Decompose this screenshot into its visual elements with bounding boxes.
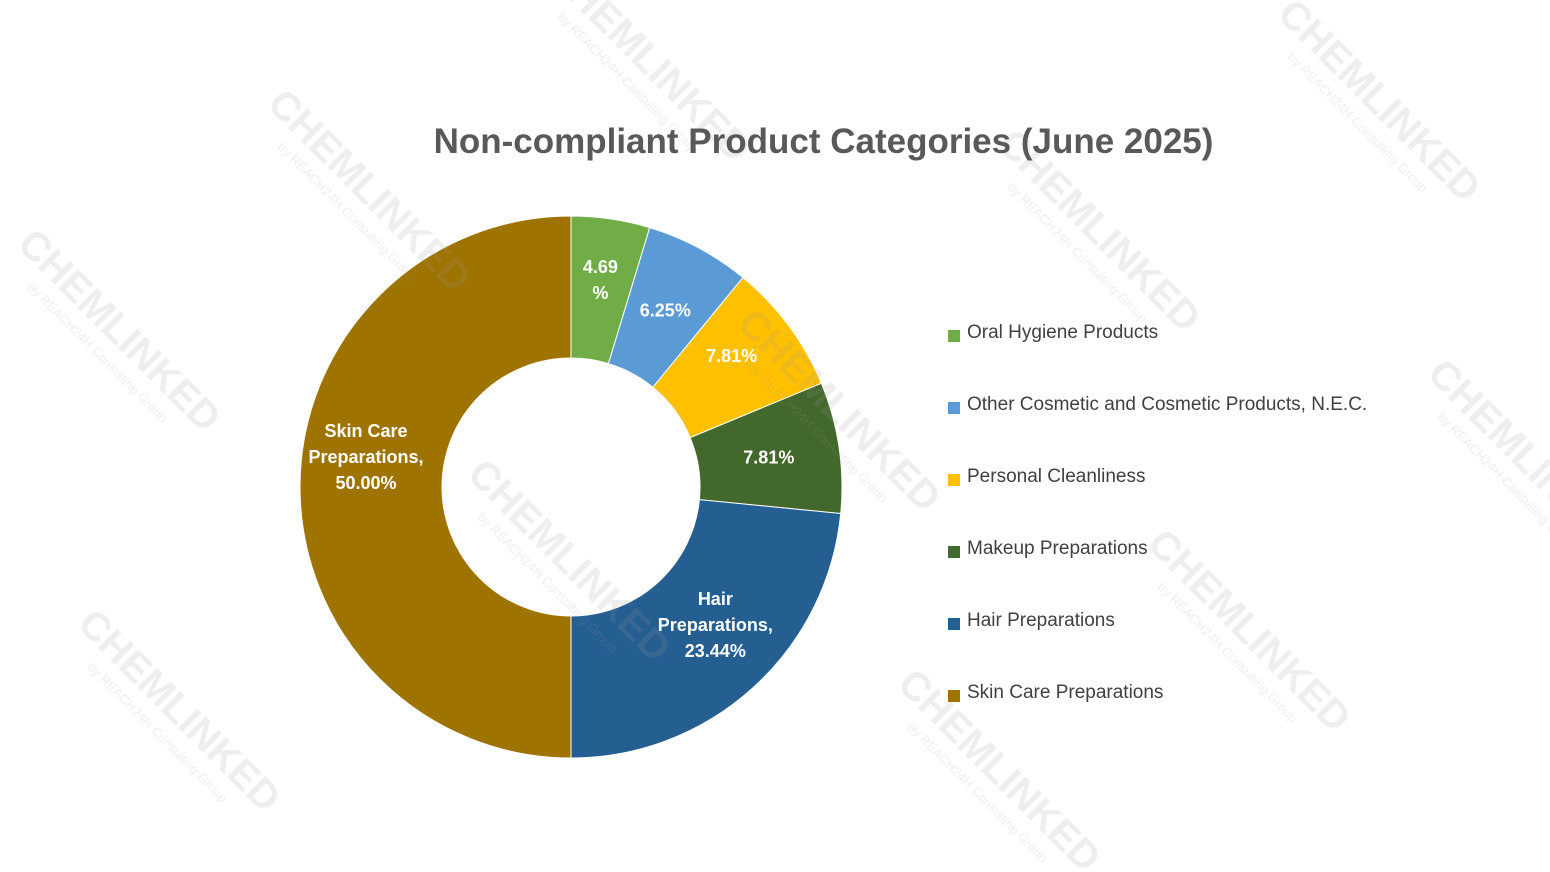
legend-swatch [948,618,960,630]
legend-label: Personal Cleanliness [967,466,1146,487]
chart-title: Non-compliant Product Categories (June 2… [433,122,1214,161]
legend-item: Skin Care Preparations [948,682,1367,754]
legend-swatch [948,474,960,486]
data-label-2: 6.25% [640,301,691,321]
legend-swatch [948,546,960,558]
data-label-4: 7.81% [743,448,794,468]
data-label-3: 7.81% [706,346,757,366]
slice-skin-care-preparations [299,215,572,759]
chart-legend: Oral Hygiene Products Other Cosmetic and … [948,322,1367,754]
legend-item: Personal Cleanliness [948,466,1367,538]
legend-label: Skin Care Preparations [967,682,1164,703]
data-label-1: 4.69% [583,257,618,303]
legend-item: Hair Preparations [948,610,1367,682]
legend-item: Other Cosmetic and Cosmetic Products, N.… [948,394,1367,466]
data-label-5: Hair Preparations, 23.44% [658,589,773,661]
legend-label: Makeup Preparations [967,538,1148,559]
slice-hair-preparations [570,499,842,759]
legend-item: Oral Hygiene Products [948,322,1367,394]
legend-swatch [948,690,960,702]
data-label-6: Skin Care Preparations, 50.00% [308,421,423,493]
legend-label: Other Cosmetic and Cosmetic Products, N.… [967,394,1368,415]
legend-swatch [948,402,960,414]
legend-item: Makeup Preparations [948,538,1367,610]
legend-swatch [948,330,960,342]
legend-label: Oral Hygiene Products [967,322,1159,343]
legend-label: Hair Preparations [967,610,1115,631]
